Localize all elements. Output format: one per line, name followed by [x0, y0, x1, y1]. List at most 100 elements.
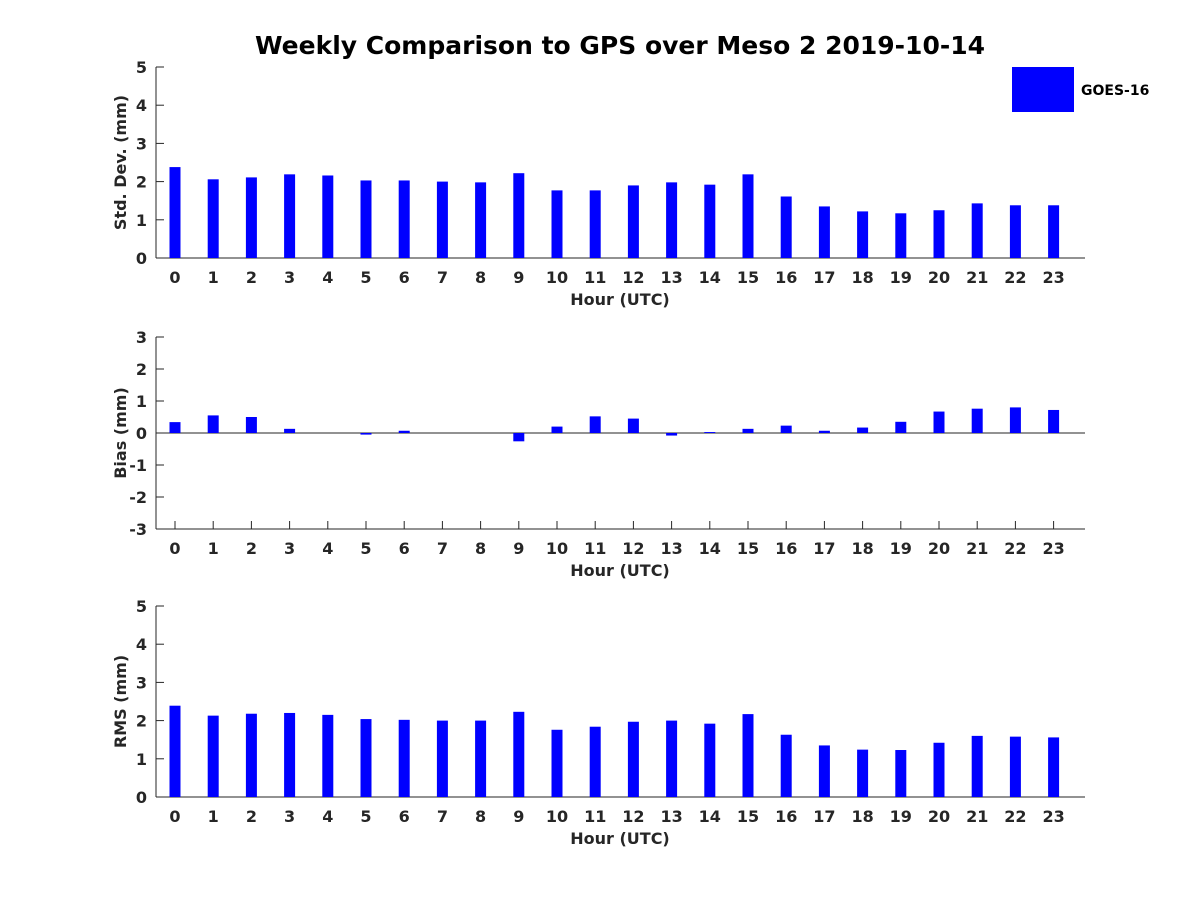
x-tick-label: 12	[622, 807, 644, 826]
bar-hour-19	[895, 421, 907, 433]
bar-hour-0	[169, 167, 181, 258]
bar-hour-14	[704, 184, 716, 258]
y-tick-label: -1	[129, 456, 147, 475]
bar-hour-7	[436, 720, 448, 797]
x-tick-label: 3	[284, 268, 295, 287]
x-tick-label: 21	[966, 807, 988, 826]
y-tick-label: -3	[129, 520, 147, 539]
y-tick-label: 3	[136, 673, 147, 692]
bar-hour-0	[169, 705, 181, 797]
y-tick-label: 1	[136, 750, 147, 769]
x-tick-label: 1	[208, 268, 219, 287]
x-tick-label: 18	[851, 539, 873, 558]
x-tick-label: 11	[584, 807, 606, 826]
y-tick-label: 5	[136, 597, 147, 616]
bar-hour-21	[971, 408, 983, 433]
bar-hour-6	[398, 430, 410, 433]
x-tick-label: 7	[437, 807, 448, 826]
y-tick-label: -2	[129, 488, 147, 507]
x-tick-label: 22	[1004, 807, 1026, 826]
x-tick-label: 19	[890, 268, 912, 287]
bar-hour-13	[666, 182, 678, 258]
x-tick-label: 20	[928, 807, 950, 826]
bar-hour-12	[627, 185, 639, 258]
bar-hour-5	[360, 719, 372, 797]
bar-hour-9	[513, 711, 525, 797]
x-tick-label: 4	[322, 268, 333, 287]
x-tick-label: 5	[360, 807, 371, 826]
x-tick-label: 15	[737, 539, 759, 558]
y-axis-label: Bias (mm)	[111, 387, 130, 479]
y-tick-label: 1	[136, 211, 147, 230]
x-tick-label: 8	[475, 268, 486, 287]
bar-hour-13	[666, 720, 678, 797]
x-tick-label: 4	[322, 539, 333, 558]
y-tick-label: 2	[136, 173, 147, 192]
x-tick-label: 15	[737, 807, 759, 826]
x-tick-label: 18	[851, 268, 873, 287]
bar-hour-13	[666, 433, 678, 436]
x-tick-label: 14	[699, 807, 721, 826]
y-tick-label: 5	[136, 58, 147, 77]
x-tick-label: 1	[208, 807, 219, 826]
x-tick-label: 23	[1042, 539, 1064, 558]
y-tick-label: 0	[136, 788, 147, 807]
x-tick-label: 22	[1004, 539, 1026, 558]
x-tick-label: 5	[360, 539, 371, 558]
x-tick-label: 9	[513, 268, 524, 287]
bar-hour-18	[857, 211, 869, 258]
x-tick-label: 16	[775, 268, 797, 287]
bar-hour-15	[742, 714, 754, 797]
x-tick-label: 15	[737, 268, 759, 287]
x-tick-label: 18	[851, 807, 873, 826]
x-tick-label: 3	[284, 539, 295, 558]
x-tick-label: 21	[966, 268, 988, 287]
bar-hour-10	[551, 729, 563, 797]
x-tick-label: 9	[513, 807, 524, 826]
x-tick-label: 10	[546, 807, 568, 826]
x-axis-label: Hour (UTC)	[570, 290, 670, 309]
bar-hour-19	[895, 750, 907, 797]
bar-hour-22	[1009, 205, 1021, 258]
x-tick-label: 2	[246, 268, 257, 287]
legend: GOES-16	[1012, 67, 1149, 112]
x-tick-label: 2	[246, 539, 257, 558]
bar-hour-16	[780, 425, 792, 433]
y-tick-label: 0	[136, 249, 147, 268]
bar-hour-2	[245, 713, 257, 797]
x-tick-label: 1	[208, 539, 219, 558]
x-tick-label: 9	[513, 539, 524, 558]
bar-hour-3	[284, 174, 296, 258]
bar-hour-12	[627, 418, 639, 433]
x-tick-label: 10	[546, 268, 568, 287]
bar-hour-23	[1048, 737, 1060, 797]
y-tick-label: 2	[136, 360, 147, 379]
bar-hour-17	[818, 430, 830, 433]
bar-hour-17	[818, 206, 830, 258]
bar-hour-5	[360, 180, 372, 258]
x-tick-label: 13	[660, 539, 682, 558]
x-tick-label: 17	[813, 807, 835, 826]
x-axis-label: Hour (UTC)	[570, 561, 670, 580]
bar-hour-9	[513, 433, 525, 442]
bar-hour-9	[513, 173, 525, 258]
x-tick-label: 6	[399, 268, 410, 287]
x-tick-label: 17	[813, 539, 835, 558]
bar-hour-11	[589, 416, 601, 433]
bar-hour-14	[704, 432, 716, 433]
x-tick-label: 17	[813, 268, 835, 287]
x-tick-label: 4	[322, 807, 333, 826]
bar-hour-8	[475, 182, 487, 258]
bar-hour-6	[398, 719, 410, 797]
bar-hour-16	[780, 196, 792, 258]
x-tick-label: 0	[169, 807, 180, 826]
bar-hour-20	[933, 742, 945, 797]
x-axis-label: Hour (UTC)	[570, 829, 670, 848]
x-tick-label: 2	[246, 807, 257, 826]
bar-hour-1	[207, 179, 219, 258]
bar-hour-22	[1009, 407, 1021, 433]
bar-hour-15	[742, 428, 754, 433]
x-tick-label: 8	[475, 539, 486, 558]
x-tick-label: 13	[660, 268, 682, 287]
